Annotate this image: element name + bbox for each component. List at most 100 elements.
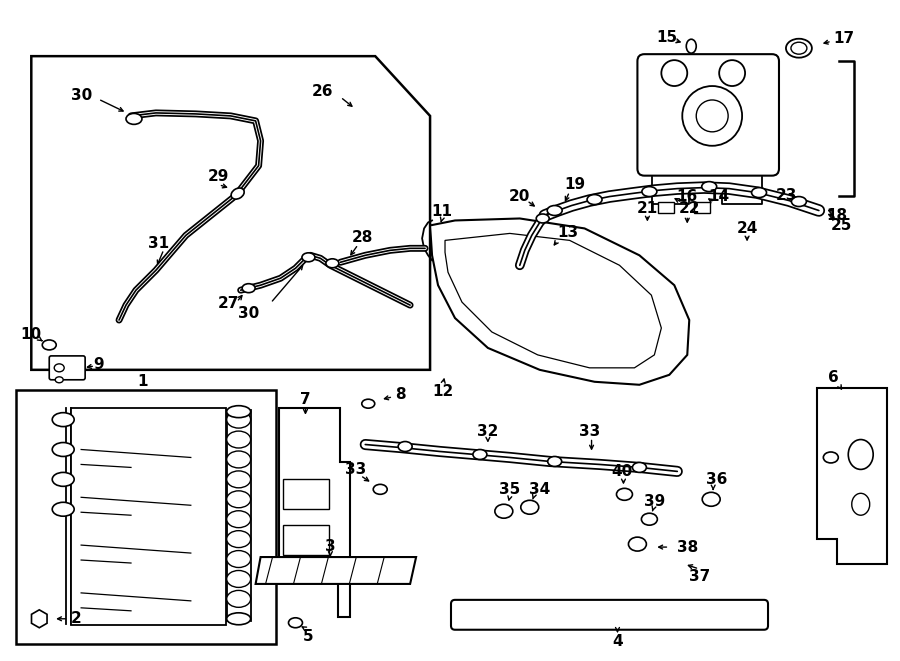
- Text: 12: 12: [432, 384, 454, 399]
- Ellipse shape: [227, 551, 250, 568]
- Ellipse shape: [548, 457, 562, 467]
- Text: 10: 10: [21, 327, 42, 342]
- Text: 1: 1: [138, 374, 148, 389]
- Ellipse shape: [752, 188, 767, 198]
- Polygon shape: [32, 56, 430, 370]
- Text: 8: 8: [395, 387, 406, 403]
- Bar: [283, 525, 329, 555]
- Ellipse shape: [791, 196, 806, 206]
- Ellipse shape: [42, 340, 56, 350]
- Ellipse shape: [52, 473, 74, 486]
- Bar: [659, 202, 674, 214]
- Text: 13: 13: [557, 225, 578, 240]
- Ellipse shape: [227, 570, 250, 588]
- Text: 40: 40: [611, 464, 632, 479]
- Text: 18: 18: [826, 208, 848, 223]
- Polygon shape: [278, 408, 350, 617]
- Text: 14: 14: [708, 189, 730, 204]
- Ellipse shape: [547, 206, 562, 215]
- Ellipse shape: [362, 399, 374, 408]
- Ellipse shape: [52, 502, 74, 516]
- Ellipse shape: [227, 613, 250, 625]
- Ellipse shape: [227, 511, 250, 527]
- Text: 34: 34: [529, 482, 550, 497]
- Ellipse shape: [227, 531, 250, 547]
- Ellipse shape: [231, 188, 244, 199]
- Text: 31: 31: [148, 236, 169, 251]
- Ellipse shape: [54, 364, 64, 372]
- Text: 37: 37: [688, 570, 710, 584]
- Ellipse shape: [495, 504, 513, 518]
- Ellipse shape: [616, 488, 633, 500]
- Text: 29: 29: [208, 169, 230, 184]
- Ellipse shape: [786, 39, 812, 58]
- Polygon shape: [817, 388, 886, 564]
- Ellipse shape: [227, 431, 250, 448]
- Text: 15: 15: [657, 30, 678, 45]
- Ellipse shape: [242, 284, 255, 293]
- Bar: [71, 408, 226, 625]
- Ellipse shape: [628, 537, 646, 551]
- Circle shape: [697, 100, 728, 132]
- Ellipse shape: [55, 377, 63, 383]
- Text: 26: 26: [311, 83, 333, 98]
- Text: 30: 30: [70, 89, 92, 104]
- Text: 23: 23: [775, 188, 796, 203]
- Ellipse shape: [536, 214, 549, 223]
- Ellipse shape: [289, 618, 302, 628]
- Text: 6: 6: [828, 370, 839, 385]
- Ellipse shape: [52, 412, 74, 426]
- FancyBboxPatch shape: [637, 54, 779, 176]
- Text: 30: 30: [238, 305, 259, 321]
- Text: 16: 16: [677, 189, 698, 204]
- Ellipse shape: [398, 442, 412, 451]
- Ellipse shape: [227, 406, 250, 418]
- Text: 5: 5: [303, 629, 314, 644]
- Text: 4: 4: [612, 634, 623, 649]
- Ellipse shape: [824, 452, 838, 463]
- Ellipse shape: [642, 513, 657, 525]
- FancyBboxPatch shape: [50, 356, 86, 380]
- Ellipse shape: [702, 182, 716, 192]
- Polygon shape: [430, 219, 689, 385]
- Text: 7: 7: [300, 392, 310, 407]
- Text: 27: 27: [218, 295, 239, 311]
- Text: 22: 22: [679, 201, 700, 216]
- Text: 20: 20: [509, 189, 530, 204]
- Ellipse shape: [642, 186, 657, 196]
- Text: 28: 28: [352, 230, 373, 245]
- Bar: [16, 390, 275, 644]
- Ellipse shape: [472, 449, 487, 459]
- Polygon shape: [256, 557, 416, 584]
- Circle shape: [682, 86, 742, 146]
- Ellipse shape: [521, 500, 539, 514]
- Ellipse shape: [227, 590, 250, 607]
- Text: 19: 19: [564, 177, 585, 192]
- Ellipse shape: [326, 259, 338, 268]
- Text: 35: 35: [500, 482, 520, 497]
- Ellipse shape: [227, 491, 250, 508]
- Ellipse shape: [687, 39, 697, 53]
- Bar: [694, 202, 710, 214]
- Text: 3: 3: [325, 539, 336, 554]
- Ellipse shape: [302, 253, 315, 262]
- Text: 38: 38: [677, 539, 698, 555]
- Text: 33: 33: [579, 424, 600, 439]
- FancyBboxPatch shape: [451, 600, 768, 630]
- Ellipse shape: [227, 451, 250, 468]
- Ellipse shape: [702, 492, 720, 506]
- Text: 39: 39: [644, 494, 665, 509]
- Ellipse shape: [126, 114, 142, 124]
- Ellipse shape: [587, 194, 602, 204]
- Circle shape: [662, 60, 688, 86]
- Circle shape: [719, 60, 745, 86]
- Ellipse shape: [227, 411, 250, 428]
- Ellipse shape: [52, 442, 74, 457]
- Text: 33: 33: [345, 462, 366, 477]
- Text: 9: 9: [93, 358, 104, 372]
- Ellipse shape: [374, 485, 387, 494]
- Text: 24: 24: [736, 221, 758, 236]
- Text: 2: 2: [71, 611, 82, 626]
- Text: 25: 25: [831, 218, 852, 233]
- Text: 21: 21: [637, 201, 658, 216]
